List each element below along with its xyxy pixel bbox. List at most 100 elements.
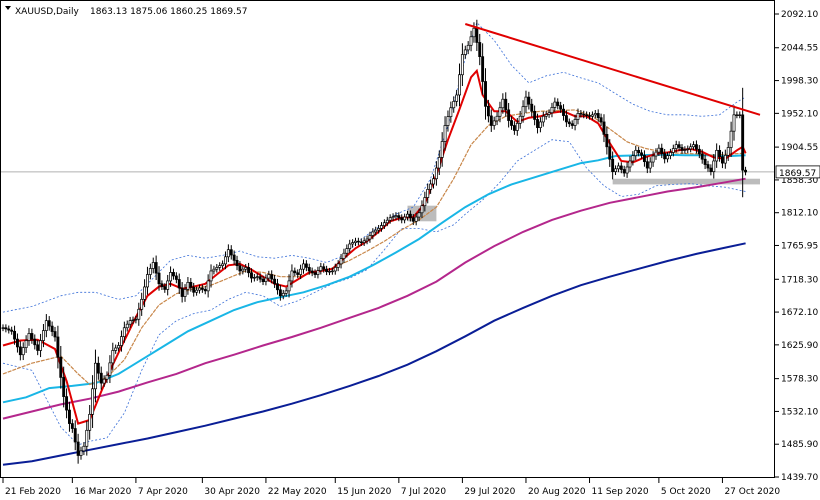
- candle-body: [553, 101, 557, 108]
- candle-body: [530, 103, 534, 112]
- candle-body: [648, 161, 652, 169]
- candle-body: [33, 338, 37, 346]
- candle-body: [140, 299, 144, 310]
- candle-body: [374, 229, 378, 233]
- candle-body: [640, 152, 643, 156]
- candle-body: [388, 217, 392, 221]
- candle-body: [91, 388, 95, 415]
- candle-body: [720, 156, 724, 164]
- date-tick-label: 7 Apr 2020: [138, 487, 188, 497]
- candle-body: [432, 178, 435, 185]
- candle-body: [333, 267, 337, 272]
- candle-body: [472, 27, 476, 38]
- candle-body: [556, 101, 560, 106]
- candle-body: [238, 265, 242, 272]
- candle-body: [429, 183, 433, 190]
- candle-body: [342, 252, 346, 259]
- candle-body: [642, 154, 646, 163]
- candle-body: [157, 272, 161, 285]
- candle-body: [319, 266, 323, 271]
- ma-100-line: [2, 177, 746, 420]
- candle-body: [668, 152, 672, 157]
- candle-body: [39, 340, 43, 351]
- candle-body: [446, 116, 450, 126]
- candle-body: [163, 286, 167, 290]
- candle-body: [13, 330, 17, 340]
- candle-body: [229, 249, 233, 256]
- candle-body: [264, 277, 268, 282]
- last-price-tag: 1869.57: [775, 165, 820, 179]
- candle-body: [235, 259, 239, 267]
- chart-header: XAUUSD,Daily 1863.13 1875.06 1860.25 186…: [5, 6, 247, 17]
- candle-body: [345, 248, 349, 254]
- bollinger-lower-band: [2, 139, 746, 446]
- candle-body: [7, 328, 11, 331]
- candle-body: [478, 42, 482, 58]
- price-tick-label: 1485.90: [781, 440, 818, 450]
- candle-body: [94, 362, 97, 390]
- candle-body: [521, 106, 525, 117]
- resistance-trendline[interactable]: [464, 23, 761, 116]
- candle-body: [501, 98, 505, 109]
- candle-body: [744, 169, 748, 173]
- candle-body: [371, 231, 375, 236]
- candle-body: [250, 272, 253, 279]
- candle-body: [697, 148, 701, 155]
- candlesticks: [1, 19, 748, 464]
- candle-body: [232, 254, 236, 261]
- date-tick-label: 22 May 2020: [268, 487, 327, 497]
- candle-body: [417, 212, 421, 218]
- chart-frame: [0, 0, 775, 478]
- candle-body: [452, 101, 456, 109]
- candle-body: [382, 222, 386, 226]
- candle-body: [741, 114, 745, 171]
- candle-body: [255, 276, 259, 278]
- candle-body: [169, 272, 173, 282]
- candle-body: [579, 113, 583, 115]
- candle-body: [76, 441, 80, 456]
- candle-body: [709, 167, 713, 172]
- candle-body: [495, 115, 499, 122]
- candle-body: [619, 165, 623, 170]
- candle-body: [466, 44, 470, 51]
- candle-body: [608, 146, 612, 160]
- candle-body: [677, 144, 681, 148]
- candle-body: [544, 114, 548, 117]
- candle-body: [27, 333, 31, 341]
- candle-body: [515, 123, 519, 131]
- candle-body: [576, 113, 580, 120]
- candle-body: [15, 338, 19, 348]
- candle-body: [122, 327, 126, 337]
- candle-body: [310, 270, 314, 274]
- collapse-triangle-icon[interactable]: [5, 6, 11, 10]
- candle-body: [426, 189, 430, 198]
- candle-body: [599, 117, 603, 123]
- candle-body: [628, 160, 632, 168]
- candle-body: [512, 125, 516, 131]
- date-tick-label: 29 Jul 2020: [464, 487, 515, 497]
- candle-body: [504, 98, 508, 111]
- candle-body: [738, 114, 742, 116]
- candle-body: [177, 279, 181, 289]
- ohlc-readout: 1863.13 1875.06 1860.25 1869.57: [90, 7, 247, 17]
- candle-body: [726, 147, 730, 156]
- candle-body: [481, 56, 485, 82]
- candle-body: [339, 258, 343, 265]
- price-tick-label: 1858.30: [781, 176, 818, 186]
- candle-body: [403, 216, 407, 221]
- candle-body: [85, 429, 89, 447]
- price-tick-label: 1952.10: [781, 109, 818, 119]
- candle-body: [510, 120, 513, 126]
- candle-body: [637, 149, 641, 154]
- candle-body: [527, 96, 531, 105]
- candle-body: [120, 336, 123, 346]
- candle-body: [53, 331, 57, 338]
- candle-body: [247, 267, 251, 274]
- candle-body: [547, 112, 551, 115]
- candle-body: [160, 283, 164, 287]
- candle-body: [596, 113, 600, 119]
- candle-body: [380, 225, 383, 229]
- candle-body: [1, 327, 5, 329]
- candle-body: [622, 169, 626, 174]
